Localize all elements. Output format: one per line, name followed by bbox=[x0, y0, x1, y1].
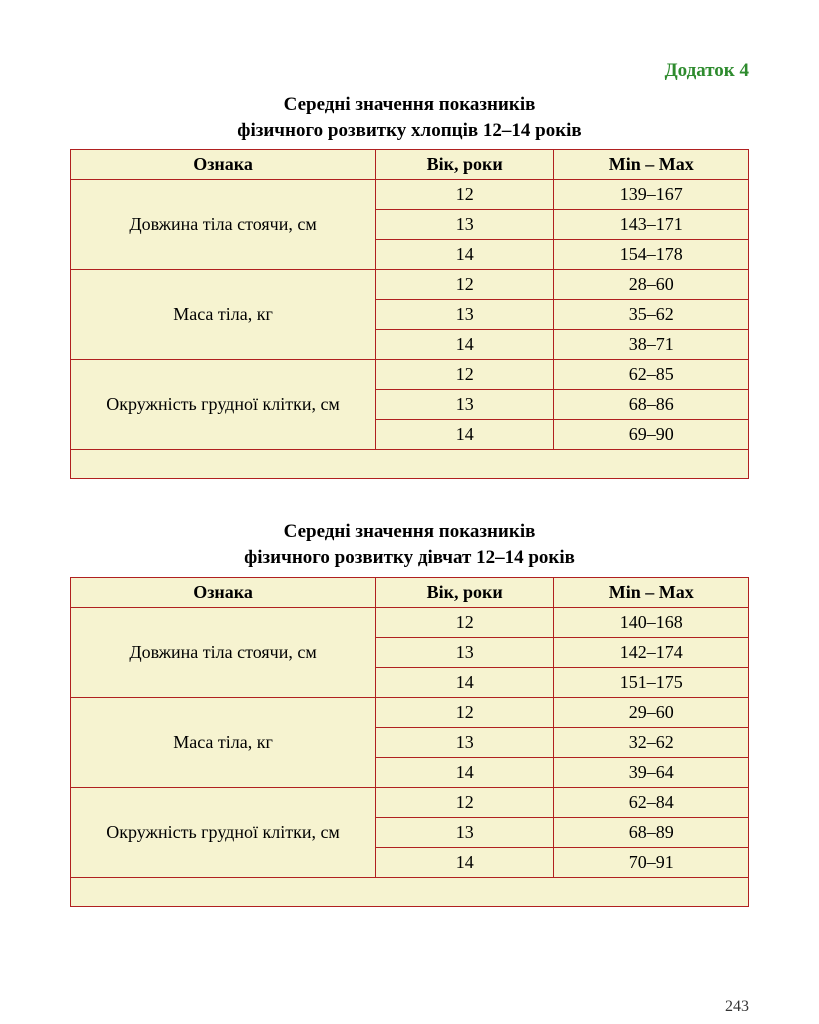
table1-title-line2: фізичного розвитку хлопців 12–14 років bbox=[237, 120, 581, 141]
table-row-empty bbox=[71, 877, 749, 906]
age-cell: 12 bbox=[376, 787, 554, 817]
table2-title: Середні значення показників фізичного ро… bbox=[70, 519, 749, 570]
table2: Ознака Вік, роки Min – Max Довжина тіла … bbox=[70, 577, 749, 907]
age-cell: 12 bbox=[376, 270, 554, 300]
attr-cell: Маса тіла, кг bbox=[71, 270, 376, 360]
age-cell: 12 bbox=[376, 180, 554, 210]
table2-header-row: Ознака Вік, роки Min – Max bbox=[71, 577, 749, 607]
table-row: Окружність грудної клітки, см 12 62–85 bbox=[71, 360, 749, 390]
range-cell: 139–167 bbox=[554, 180, 749, 210]
age-cell: 12 bbox=[376, 607, 554, 637]
range-cell: 29–60 bbox=[554, 697, 749, 727]
range-cell: 32–62 bbox=[554, 727, 749, 757]
table2-col-range: Min – Max bbox=[554, 577, 749, 607]
age-cell: 14 bbox=[376, 330, 554, 360]
table-row: Довжина тіла стоячи, см 12 139–167 bbox=[71, 180, 749, 210]
range-cell: 68–86 bbox=[554, 390, 749, 420]
range-cell: 28–60 bbox=[554, 270, 749, 300]
range-cell: 62–84 bbox=[554, 787, 749, 817]
age-cell: 14 bbox=[376, 240, 554, 270]
table2-title-line2: фізичного розвитку дівчат 12–14 років bbox=[244, 547, 575, 568]
table-row: Маса тіла, кг 12 29–60 bbox=[71, 697, 749, 727]
age-cell: 14 bbox=[376, 847, 554, 877]
age-cell: 13 bbox=[376, 390, 554, 420]
age-cell: 13 bbox=[376, 637, 554, 667]
table-row: Довжина тіла стоячи, см 12 140–168 bbox=[71, 607, 749, 637]
age-cell: 13 bbox=[376, 727, 554, 757]
table2-col-age: Вік, роки bbox=[376, 577, 554, 607]
age-cell: 13 bbox=[376, 210, 554, 240]
range-cell: 70–91 bbox=[554, 847, 749, 877]
age-cell: 13 bbox=[376, 817, 554, 847]
table1-col-attribute: Ознака bbox=[71, 150, 376, 180]
age-cell: 12 bbox=[376, 697, 554, 727]
range-cell: 140–168 bbox=[554, 607, 749, 637]
range-cell: 68–89 bbox=[554, 817, 749, 847]
range-cell: 39–64 bbox=[554, 757, 749, 787]
table1-title: Середні значення показників фізичного ро… bbox=[70, 92, 749, 143]
table1-header-row: Ознака Вік, роки Min – Max bbox=[71, 150, 749, 180]
range-cell: 35–62 bbox=[554, 300, 749, 330]
attr-cell: Довжина тіла стоячи, см bbox=[71, 607, 376, 697]
age-cell: 13 bbox=[376, 300, 554, 330]
table1-col-range: Min – Max bbox=[554, 150, 749, 180]
range-cell: 62–85 bbox=[554, 360, 749, 390]
range-cell: 143–171 bbox=[554, 210, 749, 240]
appendix-label: Додаток 4 bbox=[70, 60, 749, 82]
range-cell: 38–71 bbox=[554, 330, 749, 360]
attr-cell: Окружність грудної клітки, см bbox=[71, 360, 376, 450]
attr-cell: Довжина тіла стоячи, см bbox=[71, 180, 376, 270]
table-row: Маса тіла, кг 12 28–60 bbox=[71, 270, 749, 300]
table-row-empty bbox=[71, 450, 749, 479]
table1: Ознака Вік, роки Min – Max Довжина тіла … bbox=[70, 149, 749, 479]
page-number: 243 bbox=[725, 998, 749, 1016]
attr-cell: Окружність грудної клітки, см bbox=[71, 787, 376, 877]
range-cell: 69–90 bbox=[554, 420, 749, 450]
table1-col-age: Вік, роки bbox=[376, 150, 554, 180]
table1-title-line1: Середні значення показників bbox=[284, 94, 536, 115]
range-cell: 154–178 bbox=[554, 240, 749, 270]
table2-col-attribute: Ознака bbox=[71, 577, 376, 607]
age-cell: 12 bbox=[376, 360, 554, 390]
table-row: Окружність грудної клітки, см 12 62–84 bbox=[71, 787, 749, 817]
table2-title-line1: Середні значення показників bbox=[284, 521, 536, 542]
age-cell: 14 bbox=[376, 667, 554, 697]
attr-cell: Маса тіла, кг bbox=[71, 697, 376, 787]
range-cell: 142–174 bbox=[554, 637, 749, 667]
range-cell: 151–175 bbox=[554, 667, 749, 697]
age-cell: 14 bbox=[376, 420, 554, 450]
age-cell: 14 bbox=[376, 757, 554, 787]
page-container: Додаток 4 Середні значення показників фі… bbox=[0, 0, 819, 977]
